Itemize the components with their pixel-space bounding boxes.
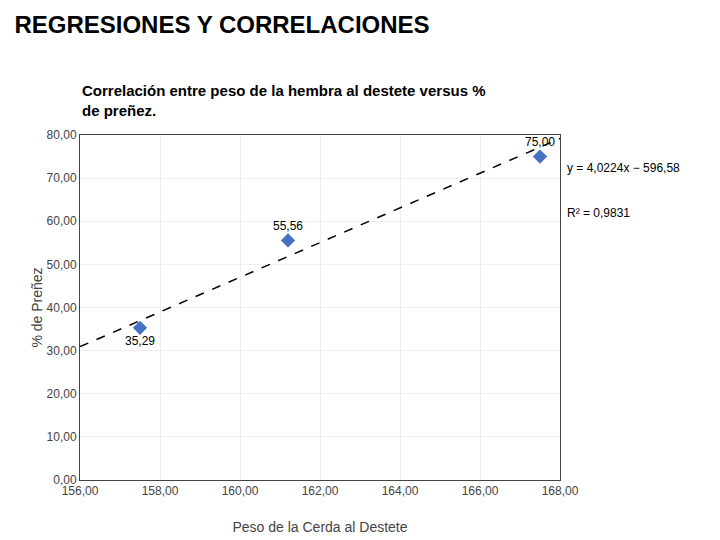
svg-text:20,00: 20,00	[47, 387, 77, 401]
svg-text:164,00: 164,00	[382, 484, 419, 498]
svg-text:y = 4,0224x − 596,58: y = 4,0224x − 596,58	[567, 161, 680, 175]
svg-text:10,00: 10,00	[47, 430, 77, 444]
svg-text:Peso de la Cerda al Destete: Peso de la Cerda al Destete	[232, 519, 407, 535]
svg-text:162,00: 162,00	[302, 484, 339, 498]
svg-text:REGRESIONES Y CORRELACIONES: REGRESIONES Y CORRELACIONES	[14, 11, 429, 38]
svg-text:50,00: 50,00	[47, 258, 77, 272]
svg-text:160,00: 160,00	[222, 484, 259, 498]
svg-text:166,00: 166,00	[462, 484, 499, 498]
svg-text:30,00: 30,00	[47, 344, 77, 358]
svg-text:40,00: 40,00	[47, 301, 77, 315]
svg-text:Correlación entre peso de la h: Correlación entre peso de la hembra al d…	[82, 82, 486, 119]
svg-text:60,00: 60,00	[47, 214, 77, 228]
svg-text:75,00: 75,00	[525, 135, 555, 149]
svg-text:R² = 0,9831: R² = 0,9831	[567, 206, 630, 220]
svg-text:55,56: 55,56	[273, 219, 303, 233]
svg-text:0,00: 0,00	[53, 473, 77, 487]
svg-text:168,00: 168,00	[542, 484, 579, 498]
svg-text:70,00: 70,00	[47, 171, 77, 185]
svg-text:158,00: 158,00	[142, 484, 179, 498]
svg-text:156,00: 156,00	[62, 484, 99, 498]
svg-text:% de Preñez: % de Preñez	[29, 267, 45, 347]
svg-text:35,29: 35,29	[125, 334, 155, 348]
svg-text:80,00: 80,00	[47, 128, 77, 142]
